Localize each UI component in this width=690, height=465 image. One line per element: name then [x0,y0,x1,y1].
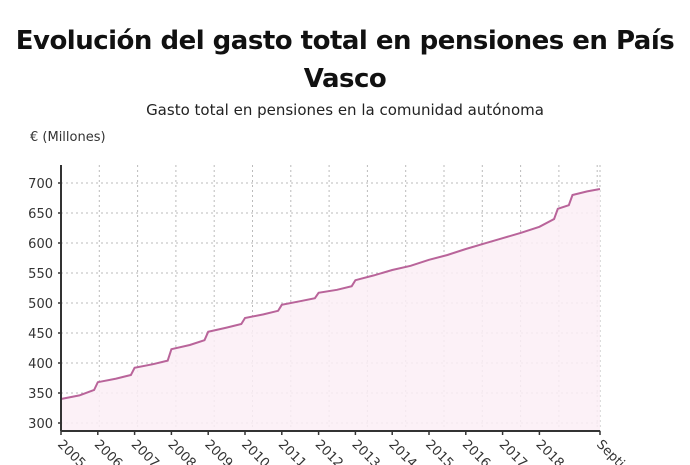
area-fill [61,189,600,431]
x-tick-label: 2009 [201,437,235,465]
data-line [60,188,601,400]
x-tick-label: 2007 [128,437,162,465]
x-tick-label: 2006 [91,437,125,465]
x-tick-label: Septiembre 2019 [593,437,683,465]
y-tick-label: 700 [28,177,53,192]
x-tick-label: 2014 [385,437,419,465]
chart-subtitle: Gasto total en pensiones en la comunidad… [146,101,544,119]
x-tick-label: 2008 [165,437,199,465]
y-tick-label: 300 [28,417,53,432]
chart-title-line-2: Vasco [303,64,387,94]
y-axis-label: € (Millones) [30,130,106,145]
x-tick-label: 2011 [275,437,309,465]
y-tick-label: 350 [28,387,53,402]
chart-title-line-1: Evolución del gasto total en pensiones e… [15,26,675,56]
y-tick-label: 400 [28,357,53,372]
axes [60,165,600,432]
y-tick-label: 450 [28,327,53,342]
x-tick-label: 2018 [533,437,567,465]
x-tick-label: 2005 [54,437,88,465]
chart-title: Evolución del gasto total en pensiones e… [0,22,690,98]
y-tick-label: 550 [28,267,53,282]
x-tick-label: 2016 [459,437,493,465]
x-tick-label: 2013 [349,437,383,465]
y-tick-label: 600 [28,237,53,252]
y-axis-ticks: 300 350 400 450 500 550 600 650 700 [28,177,61,432]
x-axis-ticks: 2005 2006 2007 2008 2009 2010 2011 2012 2013 2014… [54,431,683,465]
x-tick-label: 2017 [496,437,530,465]
y-tick-label: 500 [28,297,53,312]
x-tick-label: 2012 [312,437,346,465]
x-tick-label: 2015 [422,437,456,465]
y-tick-label: 650 [28,207,53,222]
x-tick-label: 2010 [238,437,272,465]
